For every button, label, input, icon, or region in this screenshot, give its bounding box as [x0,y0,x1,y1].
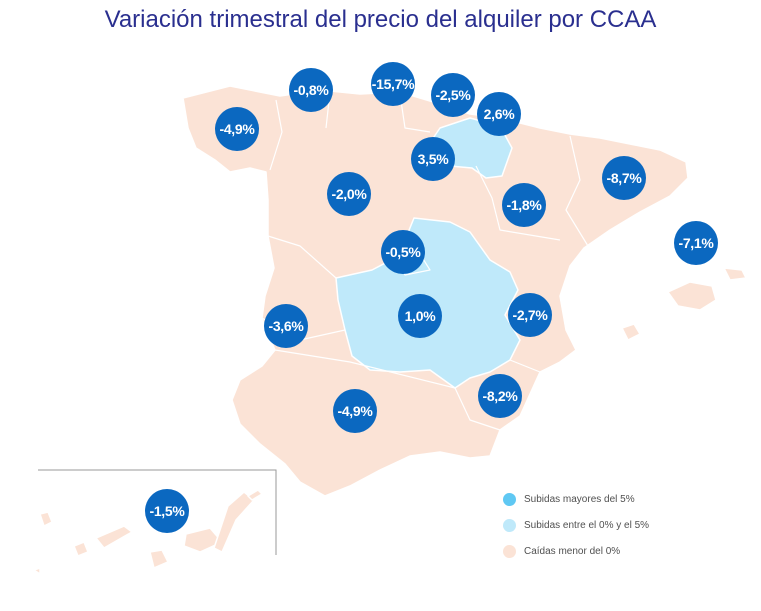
canarias-island-3 [95,525,133,549]
legend-item-rise-gt5: Subidas mayores del 5% [503,486,649,512]
bubble-navarra: 2,6% [477,92,521,136]
bubble-baleares: -7,1% [674,221,718,265]
bubble-pais-vasco: -2,5% [431,73,475,117]
bubble-castilla-la-mancha: 1,0% [398,294,442,338]
bubble-murcia: -8,2% [478,374,522,418]
canarias-island-4 [149,549,169,569]
bubble-cataluna: -8,7% [602,156,646,200]
ibiza-island [621,323,641,341]
canarias-inset-frame [38,469,277,555]
bubble-cantabria: -15,7% [371,62,415,106]
canarias-island-1 [39,511,53,527]
mallorca-island [667,281,717,311]
bubble-andalucia: -4,9% [333,389,377,433]
legend-swatch-rise-0-5 [503,518,516,532]
canarias-island-6 [213,491,255,553]
map-legend: Subidas mayores del 5% Subidas entre el … [503,486,649,564]
bubble-extremadura: -3,6% [264,304,308,348]
bubble-castilla-leon: -2,0% [327,172,371,216]
bubble-comunidad-valenciana: -2,7% [508,293,552,337]
legend-label: Subidas mayores del 5% [524,493,635,505]
map-title: Variación trimestral del precio del alqu… [104,6,657,33]
canarias-island-8 [33,567,41,575]
legend-item-fall: Caídas menor del 0% [503,538,649,564]
legend-label: Caídas menor del 0% [524,545,621,557]
canarias-island-5 [183,527,223,553]
bubble-galicia: -4,9% [215,107,259,151]
canarias-island-7 [247,489,263,501]
bubble-asturias: -0,8% [289,68,333,112]
legend-swatch-rise-gt5 [503,492,516,506]
bubble-madrid: -0,5% [381,230,425,274]
legend-label: Subidas entre el 0% y el 5% [524,519,650,531]
legend-swatch-fall [503,544,516,558]
legend-item-rise-0-5: Subidas entre el 0% y el 5% [503,512,649,538]
menorca-island [723,267,747,281]
canarias-island-2 [73,541,89,557]
bubble-la-rioja: 3,5% [411,137,455,181]
bubble-canarias: -1,5% [145,489,189,533]
bubble-aragon: -1,8% [502,183,546,227]
